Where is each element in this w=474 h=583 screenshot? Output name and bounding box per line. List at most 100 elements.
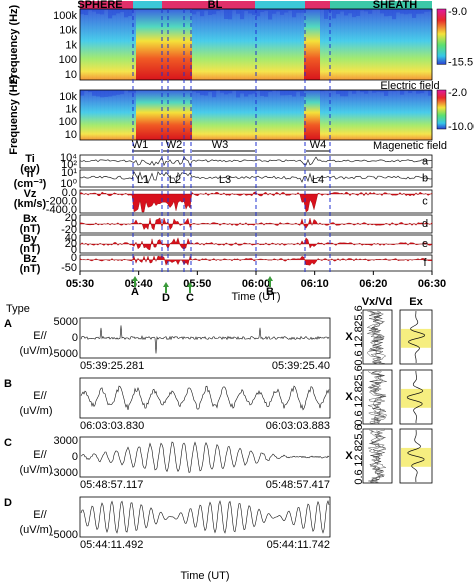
- spectrogram-cell: [280, 90, 285, 96]
- spectrogram-cell: [404, 90, 409, 140]
- spectrogram-cell: [140, 90, 145, 140]
- spectrogram-cell: [300, 90, 305, 140]
- y-tick-label: 5000: [54, 316, 78, 328]
- spectrogram-cell: [248, 90, 253, 140]
- spectrogram-cell: [132, 9, 137, 80]
- spectrogram-cell: [300, 9, 305, 13]
- spectrogram-cell: [176, 90, 181, 140]
- spectrogram-cell: [216, 90, 221, 140]
- spectrogram-cell: [216, 9, 221, 80]
- spectrogram-cell: [344, 9, 349, 80]
- spectrogram-cell: [364, 9, 369, 12]
- spectrogram-cell: [188, 9, 193, 80]
- spectrogram-cell: [412, 9, 417, 18]
- spectrogram-cell: [132, 90, 137, 93]
- spectrogram-cell: [360, 90, 365, 140]
- spectrogram-cell: [224, 90, 229, 95]
- profile-trace: [367, 429, 386, 483]
- spectrogram-cell: [248, 90, 253, 95]
- spectrogram-cell: [340, 9, 345, 12]
- profile-tick: 0.6: [353, 469, 365, 484]
- spectrogram-cell: [260, 9, 265, 80]
- profile-highlight: [401, 447, 431, 467]
- spectrogram-cell: [300, 9, 305, 80]
- waveform-ylabel: E//: [33, 390, 47, 402]
- spectrogram-cell: [236, 90, 241, 140]
- profile-axis-label: X: [345, 331, 353, 343]
- spectrogram-cell: [284, 9, 289, 80]
- spectrogram-cell: [148, 9, 153, 80]
- panel-letter: d: [422, 218, 428, 230]
- spectrogram-cell: [304, 9, 309, 80]
- spectrogram-cell: [292, 90, 297, 97]
- profile-title: Vx/Vd: [362, 296, 393, 308]
- event-arrow: [267, 276, 273, 287]
- spectrogram-cell: [308, 90, 313, 140]
- colorbar: [436, 8, 447, 65]
- spectrogram-cell: [284, 9, 289, 13]
- spectrogram-cell: [280, 9, 285, 80]
- panel-label: Bx: [23, 213, 38, 225]
- spectrogram-cell: [212, 9, 217, 80]
- spectrogram-cell: [244, 90, 249, 140]
- spectrogram-cell: [168, 9, 173, 80]
- profile-tick: 0.6: [353, 410, 365, 425]
- spectrogram-cell: [408, 9, 413, 80]
- spectrogram-cell: [268, 9, 273, 20]
- spectrogram-cell: [232, 9, 237, 11]
- spectrogram-cell: [116, 90, 121, 140]
- spectrogram-cell: [92, 90, 97, 140]
- spectrogram-cell: [376, 90, 381, 140]
- spectrogram-cell: [180, 9, 185, 80]
- panel-letter: b: [422, 172, 428, 184]
- spectrogram-cell: [380, 90, 385, 93]
- spectrogram-cell: [368, 9, 373, 14]
- y-tick-label: 0: [72, 451, 78, 463]
- spectrogram-cell: [252, 90, 257, 140]
- spectrogram-cell: [132, 90, 137, 140]
- spectrogram-cell: [164, 90, 169, 140]
- panel-label: n: [27, 168, 34, 180]
- spectrogram-cell: [356, 9, 361, 80]
- profile-trace: [366, 310, 387, 364]
- spectrogram-cell: [108, 9, 113, 19]
- start-time: 05:44:11.492: [80, 539, 143, 551]
- spectrogram-cell: [336, 9, 341, 15]
- spectrogram-cell: [192, 90, 197, 140]
- spectrogram-cell: [392, 90, 397, 140]
- spectrogram-cell: [80, 9, 85, 15]
- spectrogram-cell: [364, 9, 369, 80]
- spectrogram-cell: [256, 90, 261, 91]
- spectrogram-cell: [144, 90, 149, 140]
- spectrogram-cell: [420, 9, 425, 14]
- spectrogram-cell: [376, 90, 381, 92]
- spectrogram-cell: [336, 90, 341, 140]
- spectrogram-cell: [396, 9, 401, 13]
- event-arrow: [132, 276, 138, 287]
- y-tick-label: 0: [71, 252, 77, 264]
- spectrogram-cell: [200, 90, 205, 140]
- trace: [79, 217, 433, 231]
- spectrogram-cell: [240, 90, 245, 94]
- spectrogram-cell: [128, 9, 133, 17]
- profile-tick: 25.6: [353, 424, 365, 445]
- spectrogram-cell: [428, 90, 433, 140]
- profile-trace: [367, 370, 387, 424]
- spectrogram-cell: [320, 90, 325, 140]
- spectrogram-cell: [208, 90, 213, 93]
- region-bar: [255, 1, 305, 9]
- spectrogram-cell: [408, 9, 413, 14]
- window-label: W4: [310, 139, 327, 151]
- type-label: A: [4, 318, 12, 330]
- spectrogram-cell: [380, 9, 385, 14]
- spectrogram-cell: [320, 9, 325, 80]
- spectrogram-cell: [348, 9, 353, 14]
- spectrogram-cell: [416, 90, 421, 94]
- spectrogram-cell: [124, 9, 129, 18]
- spectrogram-cell: [200, 90, 205, 96]
- profile-trace: [407, 310, 426, 363]
- spectrogram-cell: [292, 9, 297, 80]
- start-time: 05:39:25.281: [80, 360, 144, 372]
- spectrogram-cell: [424, 90, 429, 140]
- spectrogram-cell: [332, 9, 337, 80]
